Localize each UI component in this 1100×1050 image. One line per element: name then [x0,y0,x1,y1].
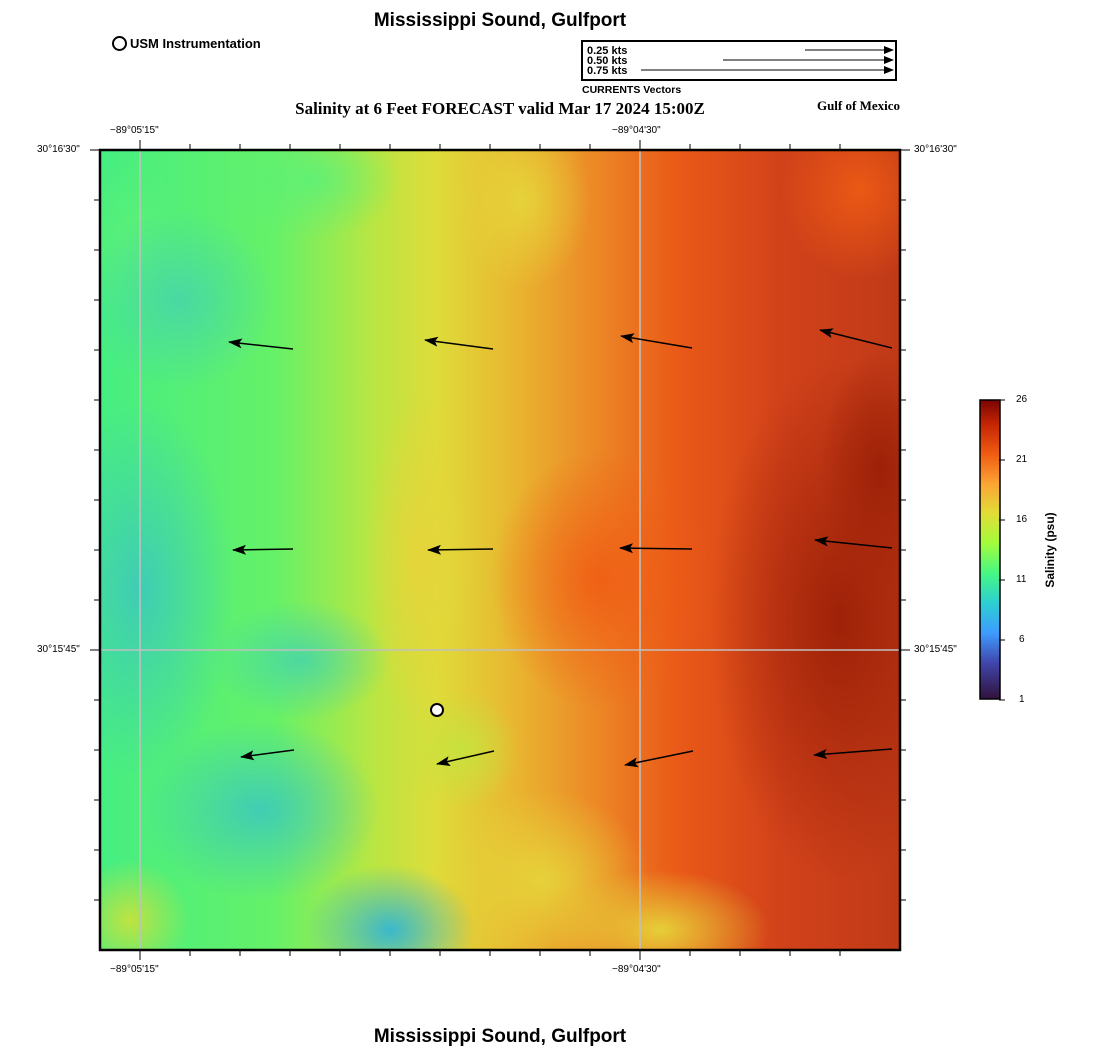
vector-scale-label: 0.50 kts [587,55,628,67]
colorbar-ramp [979,399,1004,700]
colorbar-title: Salinity (psu) [1043,512,1057,588]
current-vector-arrow-icon [624,750,694,768]
region-label: Gulf of Mexico [816,98,900,113]
current-vector-arrow-icon [232,544,294,555]
vector-caption: CURRENTS Vectors [582,84,682,96]
longitude-label-top-right: −89°04'30" [612,125,661,136]
vector-scale-label: 0.75 kts [587,65,628,77]
map-subtitle: Salinity at 6 Feet FORECAST valid Mar 17… [295,99,705,118]
current-vector-arrow-icon [228,338,294,350]
current-vector-arrow-icon [620,333,693,349]
current-vector-arrow-icon [240,749,295,761]
frame-ticks [90,140,910,960]
salinity-map [90,140,910,960]
longitude-label-bottom-left: −89°05'15" [110,964,159,975]
latitude-label-right-top: 30°16'30" [914,144,957,155]
graticule [100,150,900,950]
current-vectors [228,328,893,768]
colorbar-tick-label: 26 [1016,394,1028,405]
station-legend: USM Instrumentation [112,36,261,51]
usm-station-marker[interactable] [430,703,444,717]
map-title: Mississippi Sound, Gulfport [373,10,627,31]
colorbar-tick-label: 1 [1019,694,1025,705]
salinity-colorbar [979,399,1004,700]
station-legend-label: USM Instrumentation [130,36,261,51]
latitude-label-left-mid: 30°15'45" [37,644,80,655]
current-vector-arrow-icon [427,544,494,555]
station-marker-icon [112,36,127,51]
longitude-label-top-left: −89°05'15" [110,125,159,136]
current-vector-arrow-icon [814,536,893,549]
map-footer-title: Mississippi Sound, Gulfport [373,1026,627,1047]
salinity-field [100,150,900,950]
longitude-label-bottom-right: −89°04'30" [612,964,661,975]
current-vector-arrow-icon [424,336,494,350]
vector-scale-legend: 0.25 kts 0.50 kts 0.75 kts [581,40,897,81]
current-vector-arrow-icon [619,543,693,554]
colorbar-tick-label: 21 [1016,454,1028,465]
current-vector-arrow-icon [813,748,893,759]
vector-scale-arrows [641,46,894,74]
current-vector-arrow-icon [819,328,893,349]
colorbar-tick-label: 16 [1016,514,1028,525]
colorbar-tick-label: 6 [1019,634,1025,645]
current-vector-arrow-icon [436,750,495,766]
colorbar-tick-label: 11 [1016,574,1027,585]
vector-scale-label: 0.25 kts [587,45,628,57]
latitude-label-right-mid: 30°15'45" [914,644,957,655]
latitude-label-left-top: 30°16'30" [37,144,80,155]
colorbar-ticks [999,399,1005,701]
